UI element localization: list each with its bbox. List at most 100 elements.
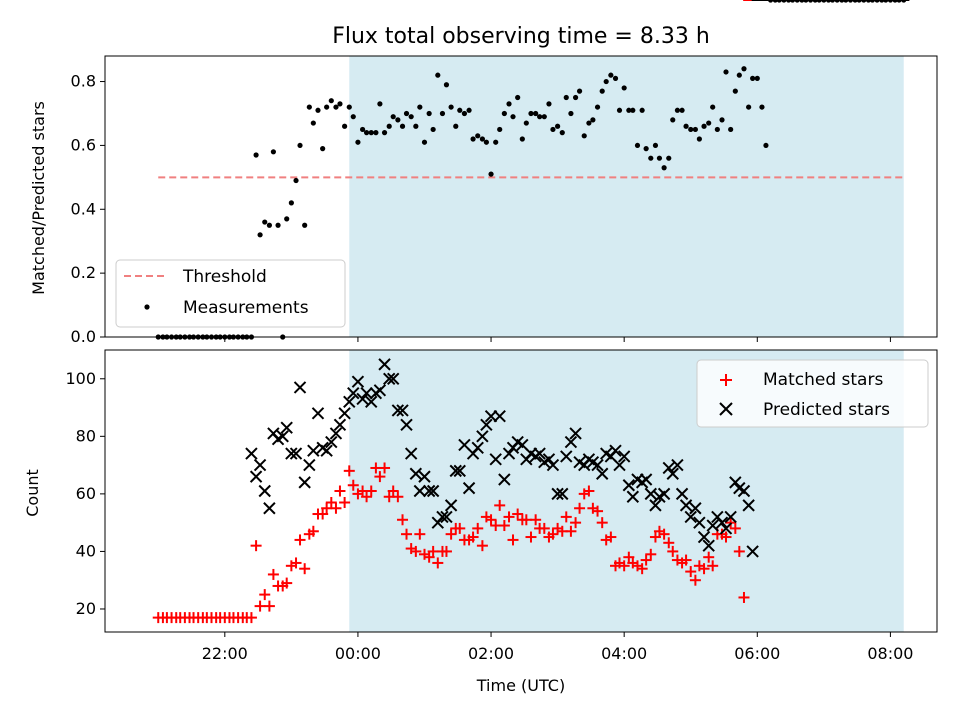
matched-star-point (640, 554, 652, 566)
predicted-star-point (480, 418, 493, 432)
predicted-star-stroke-b (560, 450, 573, 463)
measurement-point (692, 126, 698, 133)
predicted-star-stroke-b (351, 375, 365, 388)
measurement-point (599, 88, 605, 94)
predicted-star-point (689, 502, 702, 515)
predicted-star-stroke-b (258, 484, 271, 498)
predicted-star-point (303, 458, 316, 472)
measurement-point (453, 123, 459, 129)
measurement-point (652, 142, 659, 149)
measurement-point (315, 107, 321, 113)
matched-star-point (281, 577, 293, 589)
measurement-point (413, 123, 419, 129)
bottom-y-tick-label: 40 (76, 541, 96, 560)
predicted-star-stroke-b (724, 510, 737, 524)
predicted-star-point (436, 510, 449, 524)
measurement-point (328, 98, 334, 104)
predicted-star-point (347, 386, 360, 400)
measurement-point (448, 104, 454, 110)
measurement-point (666, 155, 672, 161)
measurement-point (541, 114, 547, 120)
predicted-star-point (351, 375, 365, 388)
predicted-star-stroke-b (564, 435, 578, 449)
matched-star-point (307, 525, 319, 537)
measurement-point (576, 88, 583, 94)
measurement-point (679, 107, 685, 113)
predicted-star-stroke-b (307, 444, 320, 457)
measurement-point (333, 104, 339, 110)
measurement-point (559, 130, 565, 136)
matched-star-point (347, 479, 359, 491)
predicted-star-stroke-b (458, 438, 471, 452)
measurement-point (750, 75, 756, 81)
bottom-y-tick-label: 100 (65, 369, 96, 388)
predicted-star-stroke-b (404, 447, 418, 460)
measurement-point (519, 136, 525, 142)
predicted-star-point (440, 510, 453, 524)
measurement-point (736, 72, 742, 78)
matched-star-point (294, 534, 306, 546)
predicted-stars-points (245, 0, 910, 558)
measurement-point (506, 101, 512, 107)
matched-star-point (538, 522, 550, 534)
measurement-point (639, 107, 645, 113)
measurement-point (497, 126, 503, 133)
predicted-star-stroke-b (719, 522, 733, 535)
predicted-star-point (285, 447, 298, 460)
measurement-point (581, 133, 587, 139)
predicted-star-point (546, 458, 560, 472)
predicted-star-stroke-b (280, 421, 293, 434)
measurement-point (284, 216, 290, 222)
bottom-x-tick-label: 02:00 (468, 644, 514, 663)
measurement-point (759, 104, 765, 110)
matched-star-point (427, 545, 439, 557)
matched-stars-points (152, 0, 910, 624)
bottom-x-tick-label: 22:00 (202, 644, 248, 663)
matched-star-point (343, 465, 355, 477)
predicted-star-stroke-b (293, 381, 307, 394)
matched-star-point (738, 591, 750, 603)
matched-star-point (605, 531, 617, 543)
measurement-point (648, 155, 654, 161)
predicted-star-point (333, 418, 347, 432)
measurement-point (386, 123, 392, 129)
predicted-star-point (453, 464, 466, 478)
predicted-star-point (253, 458, 267, 472)
predicted-star-stroke-b (675, 487, 689, 501)
predicted-star-stroke-b (533, 447, 546, 460)
top-panel: 0.00.20.40.60.8 Matched/Predicted stars … (29, 0, 938, 346)
matched-star-point (321, 502, 333, 514)
predicted-star-stroke-b (715, 516, 729, 529)
matched-star-point (467, 531, 479, 543)
predicted-star-point (684, 510, 697, 524)
measurement-point (568, 110, 574, 117)
measurement-point (377, 101, 383, 107)
measurement-point (732, 88, 738, 94)
measurement-point (763, 142, 769, 149)
measurement-point (723, 69, 729, 75)
predicted-star-point (697, 530, 711, 544)
matched-star-point (729, 522, 741, 534)
measurement-point (324, 104, 330, 110)
predicted-star-stroke-b (311, 407, 325, 420)
matched-star-point (290, 557, 302, 569)
measurement-point (661, 165, 667, 171)
predicted-star-stroke-b (453, 464, 466, 478)
measurement-point (381, 130, 388, 136)
predicted-star-stroke-b (373, 384, 387, 397)
measurement-point (337, 101, 343, 107)
matched-star-point (445, 528, 457, 540)
measurement-point (293, 177, 299, 184)
matched-star-point (565, 525, 577, 537)
predicted-star-point (737, 484, 751, 498)
predicted-star-point (289, 447, 303, 460)
predicted-star-stroke-b (400, 418, 413, 432)
bottom-y-tick-label: 60 (76, 484, 96, 503)
matched-star-point (525, 531, 537, 543)
measurement-point (320, 146, 326, 152)
predicted-star-stroke-b (649, 499, 662, 512)
matched-star-point (245, 612, 257, 624)
predicted-star-point (657, 487, 671, 501)
predicted-star-point (356, 392, 369, 406)
predicted-star-stroke-b (639, 473, 653, 486)
